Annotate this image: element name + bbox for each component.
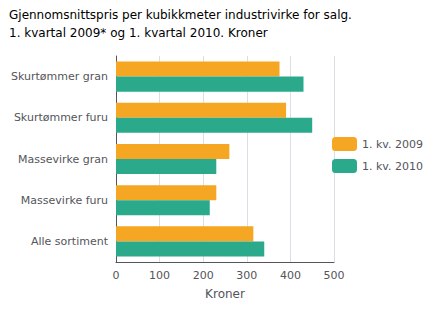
svg-text:Skurtømmer gran: Skurtømmer gran xyxy=(11,70,108,83)
svg-text:1. kvartal 2009* og 1. kvartal: 1. kvartal 2009* og 1. kvartal 2010. Kro… xyxy=(9,26,268,40)
svg-text:300: 300 xyxy=(236,269,257,282)
svg-text:200: 200 xyxy=(193,269,214,282)
svg-text:0: 0 xyxy=(113,269,120,282)
svg-text:Massevirke furu: Massevirke furu xyxy=(21,194,108,207)
svg-text:Kroner: Kroner xyxy=(205,287,245,301)
svg-text:Gjennomsnittspris per kubikkme: Gjennomsnittspris per kubikkmeter indust… xyxy=(9,8,352,22)
svg-text:1. kv. 2009: 1. kv. 2009 xyxy=(362,138,423,151)
svg-text:1. kv. 2010: 1. kv. 2010 xyxy=(362,160,423,173)
svg-text:500: 500 xyxy=(324,269,345,282)
svg-text:Massevirke gran: Massevirke gran xyxy=(18,153,108,166)
svg-text:Skurtømmer furu: Skurtømmer furu xyxy=(14,111,108,124)
svg-text:400: 400 xyxy=(280,269,301,282)
svg-text:Alle sortiment: Alle sortiment xyxy=(31,235,109,248)
svg-text:100: 100 xyxy=(149,269,170,282)
